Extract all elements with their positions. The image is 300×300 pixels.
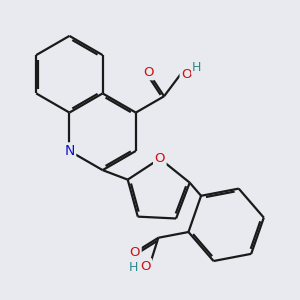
Text: O: O [140,260,151,272]
Text: O: O [181,68,192,81]
Text: O: O [143,66,154,79]
Text: H: H [192,61,201,74]
Text: N: N [64,144,75,158]
Text: O: O [130,246,140,259]
Text: H: H [129,261,139,274]
Text: O: O [154,152,165,165]
